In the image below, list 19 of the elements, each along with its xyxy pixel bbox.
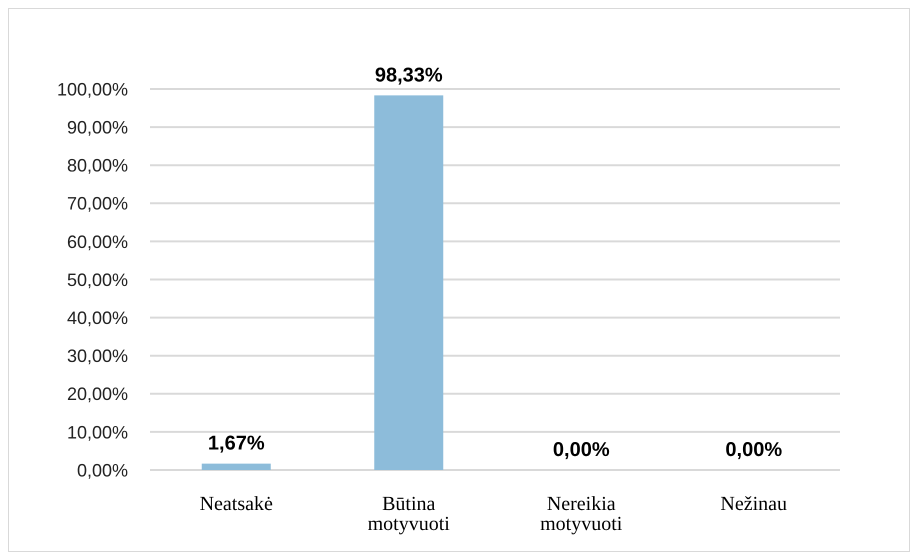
y-tick-label: 40,00% (66, 308, 128, 328)
y-tick-label: 60,00% (66, 232, 128, 252)
data-label: 0,00% (552, 439, 610, 461)
data-label: 0,00% (725, 439, 782, 461)
data-label: 98,33% (374, 64, 443, 86)
x-tick-label: Nereikia motyvuoti (540, 493, 623, 536)
y-tick-label: 0,00% (76, 460, 128, 480)
y-tick-label: 50,00% (66, 270, 128, 290)
y-tick-label: 20,00% (66, 384, 128, 404)
data-label: 1,67% (208, 432, 265, 455)
y-tick-label: 70,00% (66, 194, 128, 214)
y-tick-label: 30,00% (66, 346, 128, 366)
y-tick-label: 100,00% (56, 79, 128, 100)
x-tick-label: Neatsakė (200, 493, 274, 516)
y-tick-label: 80,00% (66, 156, 128, 176)
y-tick-label: 10,00% (66, 422, 128, 442)
y-tick-label: 90,00% (66, 117, 128, 138)
x-tick-label: Nežinau (720, 493, 788, 516)
x-tick-label: Būtina motyvuoti (368, 493, 450, 536)
